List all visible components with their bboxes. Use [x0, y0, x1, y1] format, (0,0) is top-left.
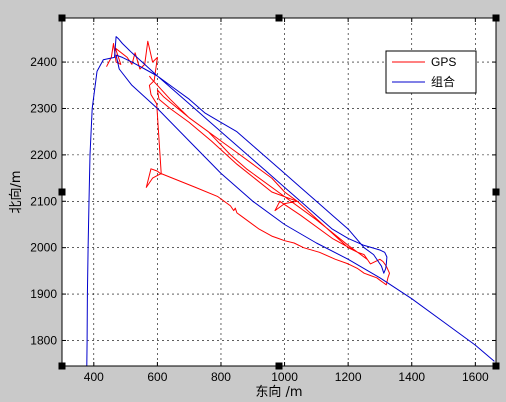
legend-label-combined: 组合: [431, 74, 455, 89]
axis-ticks: 400 600 800 1000 1200 1400 1600 1800 1900 2000 210…: [30, 18, 496, 384]
resize-handle[interactable]: [275, 362, 283, 370]
legend-box: [385, 50, 477, 94]
legend: GPS 组合: [385, 50, 477, 94]
x-tick-label: 800: [211, 370, 231, 384]
series-line-combined: [86, 36, 495, 366]
y-tick-label: 1900: [30, 287, 57, 301]
legend-label-gps: GPS: [431, 55, 456, 69]
x-axis-label: 东向 /m: [255, 384, 302, 400]
x-tick-label: 1600: [462, 370, 489, 384]
y-tick-label: 2300: [30, 101, 57, 115]
y-tick-label: 1800: [30, 333, 57, 347]
y-tick-label: 2200: [30, 148, 57, 162]
x-tick-label: 400: [84, 370, 104, 384]
resize-handle[interactable]: [492, 188, 500, 196]
x-tick-label: 1400: [398, 370, 425, 384]
resize-handle[interactable]: [275, 14, 283, 22]
plot-lines: [86, 36, 495, 366]
y-tick-label: 2400: [30, 55, 57, 69]
y-tick-label: 2100: [30, 194, 57, 208]
resize-handle[interactable]: [492, 14, 500, 22]
y-axis-label: 北向/m: [8, 170, 24, 213]
resize-handle[interactable]: [58, 188, 66, 196]
resize-handle[interactable]: [58, 362, 66, 370]
selection-handles[interactable]: [58, 14, 500, 370]
x-tick-label: 600: [147, 370, 167, 384]
series-group: [86, 36, 495, 366]
resize-handle[interactable]: [58, 14, 66, 22]
x-tick-label: 1000: [271, 370, 298, 384]
x-tick-label: 1200: [335, 370, 362, 384]
resize-handle[interactable]: [492, 362, 500, 370]
series-line-gps: [106, 40, 390, 286]
y-tick-label: 2000: [30, 241, 57, 255]
